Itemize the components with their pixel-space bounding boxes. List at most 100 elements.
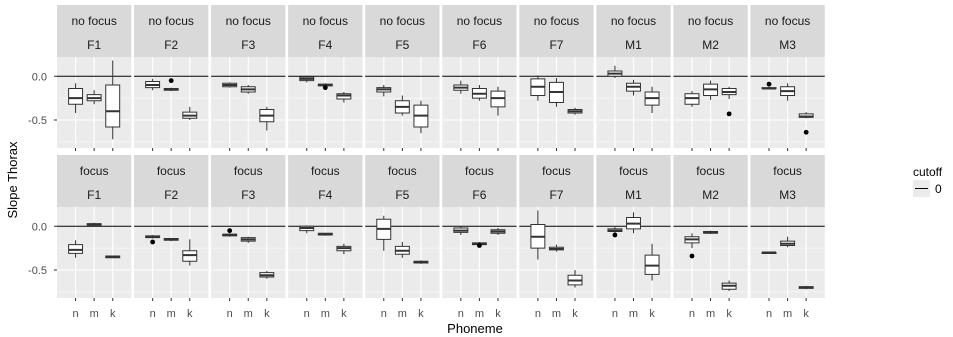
boxplot-k	[413, 100, 429, 134]
x-tick-label: m	[475, 308, 484, 320]
outlier-point	[689, 253, 695, 259]
boxplot-n	[761, 251, 777, 254]
facet-strip-col-label: F1	[87, 188, 101, 202]
boxplot-m	[317, 83, 333, 91]
facet-strip	[288, 155, 363, 207]
facet-strip-col-label: M3	[779, 38, 796, 52]
facet-panel: focus F2	[134, 155, 209, 301]
facet-strip-col-label: F6	[472, 188, 486, 202]
facet-panel: focus F1	[57, 155, 132, 301]
boxplot-k	[105, 60, 121, 140]
outlier-point	[168, 78, 174, 84]
facet-panel: no focus F2	[134, 5, 209, 151]
facet-strip-col-label: F1	[87, 38, 101, 52]
y-tick-label: 0.0	[32, 71, 47, 83]
x-tick-label: n	[535, 308, 541, 320]
facet-strip-col-label: F7	[549, 38, 563, 52]
facet-strip	[365, 155, 440, 207]
boxplot-m	[780, 236, 796, 248]
facet-strip-row-label: no focus	[303, 14, 348, 28]
outlier-point	[612, 232, 618, 238]
facet-strip-row-label: no focus	[226, 14, 271, 28]
facet-strip-row-label: focus	[619, 164, 648, 178]
boxplot-k	[644, 243, 660, 281]
facet-strip-col-label: F2	[164, 188, 178, 202]
boxplot-n	[299, 75, 315, 83]
facet-panel: no focus F1	[57, 5, 132, 151]
boxplot-k	[567, 107, 583, 115]
legend-title: cutoff	[913, 165, 943, 179]
outlier-point	[477, 243, 482, 248]
facet-panel: focus F6	[442, 155, 517, 301]
legend: cutoff 0	[913, 165, 943, 197]
x-tick-label: n	[150, 308, 156, 320]
facet-strip-row-label: focus	[773, 164, 802, 178]
facet-strip-row-label: focus	[311, 164, 340, 178]
facet-strip-row-label: focus	[157, 164, 186, 178]
facet-strip-col-label: M2	[702, 188, 719, 202]
facet-strip-row-label: focus	[234, 164, 263, 178]
x-tick-label: k	[803, 308, 809, 320]
boxplot-n	[145, 235, 161, 245]
facet-strip-row-label: no focus	[149, 14, 194, 28]
boxplot-m	[86, 222, 102, 227]
outlier-point	[227, 228, 233, 234]
facet-strip-row-label: no focus	[380, 14, 425, 28]
x-tick-label: m	[244, 308, 253, 320]
x-tick-label: k	[726, 308, 732, 320]
facet-strip-col-label: F4	[318, 38, 332, 52]
boxplot-k	[105, 255, 121, 259]
facet-strip-col-label: M2	[702, 38, 719, 52]
boxplot-m	[163, 238, 179, 242]
facet-strip-row-label: no focus	[71, 14, 116, 28]
outlier-point	[150, 239, 156, 245]
outlier-point	[726, 111, 732, 117]
facet-strip	[134, 5, 209, 57]
boxplot-m	[548, 244, 564, 252]
facet-strip-row-label: no focus	[765, 14, 810, 28]
x-tick-label: n	[458, 308, 464, 320]
boxplot-n	[145, 78, 161, 91]
facet-strip	[673, 155, 748, 207]
facet-strip-col-label: F5	[395, 188, 409, 202]
boxplot-m	[86, 90, 102, 105]
x-tick-label: m	[398, 308, 407, 320]
facet-panel: no focus F4	[288, 5, 363, 151]
boxplot-k	[721, 280, 737, 291]
boxplot-n	[299, 225, 315, 234]
boxplot-n	[607, 65, 623, 78]
boxplot-k	[259, 106, 275, 131]
facet-strip-col-label: F6	[472, 38, 486, 52]
facet-strip	[750, 155, 825, 207]
boxplot-n	[68, 240, 84, 258]
x-tick-label: k	[649, 308, 655, 320]
x-tick-label: n	[766, 308, 772, 320]
facet-strip	[519, 5, 594, 57]
boxplot-n	[684, 91, 700, 107]
facet-strip	[750, 5, 825, 57]
boxplot-k	[259, 270, 275, 279]
y-axis-title: Slope Thorax	[5, 141, 20, 219]
panels-layer: no focus F1 no focus F2 no focus F3 no focus F4…	[57, 5, 825, 301]
x-tick-label: m	[706, 308, 715, 320]
facet-strip	[211, 5, 286, 57]
boxplot-k	[490, 86, 506, 116]
facet-strip	[442, 5, 517, 57]
x-tick-label: k	[110, 308, 116, 320]
boxplot-m	[780, 83, 796, 101]
facet-strip	[211, 155, 286, 207]
facet-panel: no focus F7	[519, 5, 594, 151]
x-tick-label: k	[572, 308, 578, 320]
x-tick-label: m	[552, 308, 561, 320]
x-tick-label: n	[612, 308, 618, 320]
boxplot-n	[68, 83, 84, 113]
facet-strip	[673, 5, 748, 57]
facet-strip-row-label: no focus	[688, 14, 733, 28]
facet-strip-col-label: M1	[625, 188, 642, 202]
facet-strip	[57, 155, 132, 207]
facet-panel: no focus M2	[673, 5, 748, 151]
boxplot-k	[182, 239, 198, 266]
facet-strip-row-label: focus	[80, 164, 109, 178]
boxplot-k	[644, 86, 660, 113]
